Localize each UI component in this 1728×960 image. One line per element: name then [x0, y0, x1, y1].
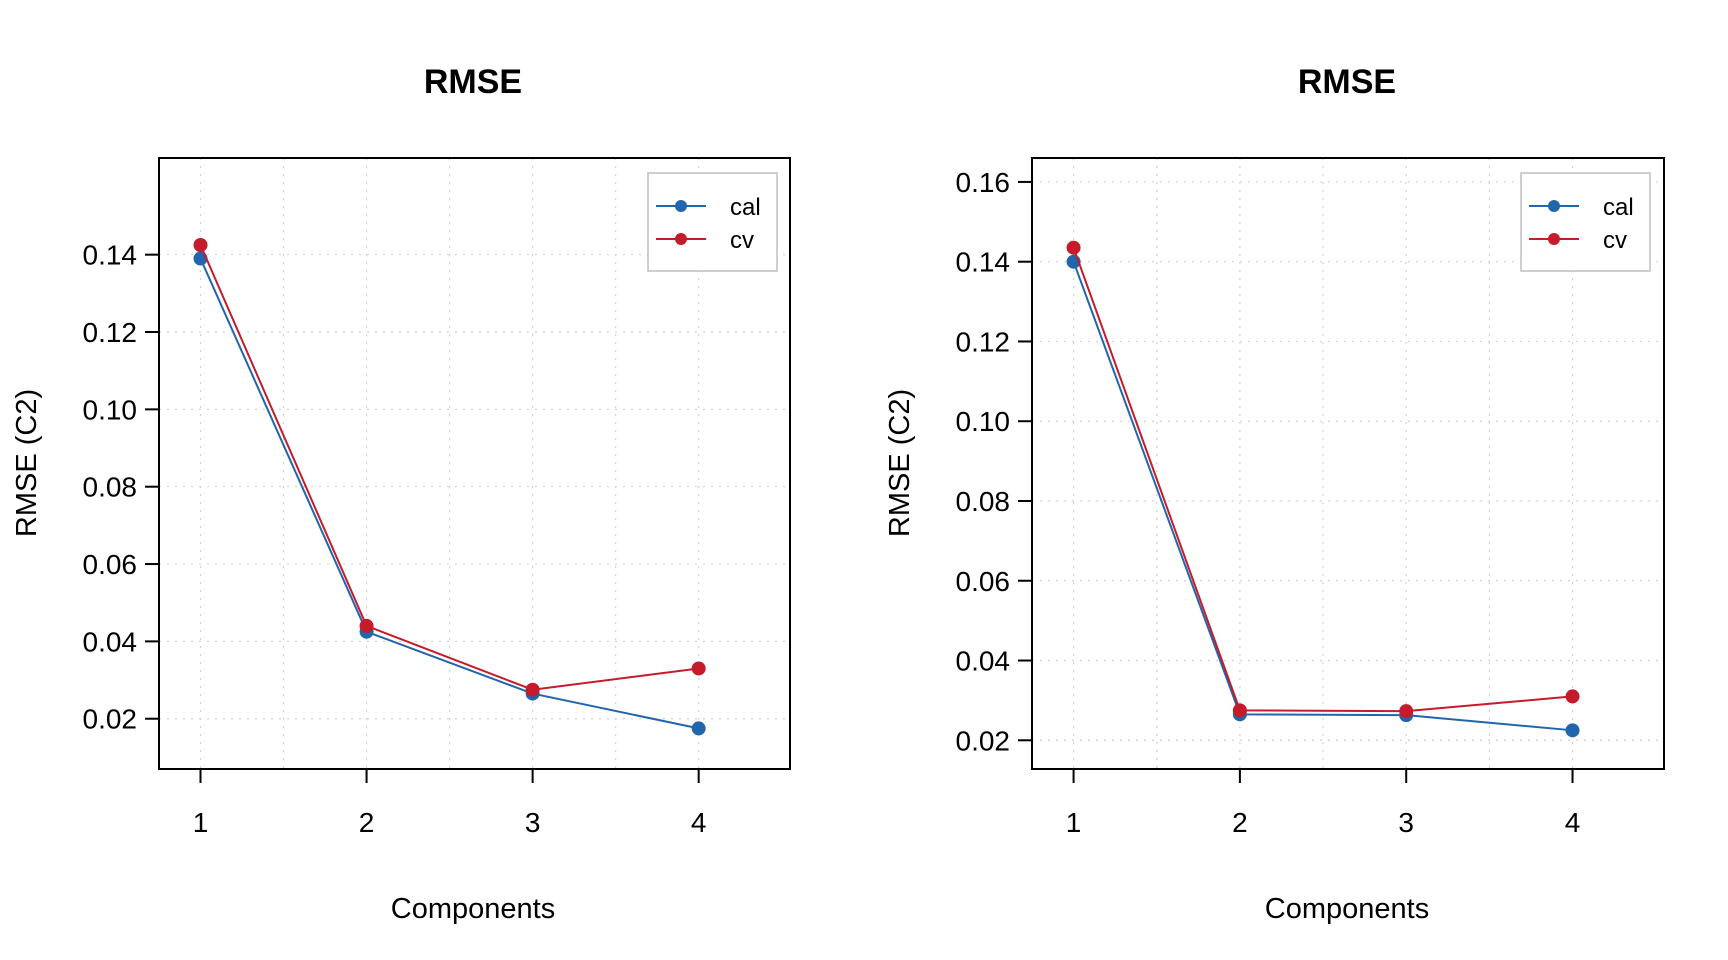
plot-frame	[158, 157, 791, 770]
series-line-cal	[1072, 261, 1573, 732]
x-axis: 1 2 3 4	[193, 769, 707, 838]
grid	[1032, 158, 1664, 769]
y-tick-label: 0.12	[83, 317, 138, 348]
y-tick-label: 0.04	[83, 626, 138, 657]
series-line-cv	[199, 244, 699, 691]
data-point-cv	[1232, 703, 1247, 718]
data-point-cv	[1565, 689, 1580, 704]
data-point-cv	[1066, 240, 1081, 255]
series-layer	[1066, 240, 1580, 738]
y-tick-label: 0.14	[956, 247, 1011, 278]
y-tick-label: 0.08	[83, 472, 138, 503]
y-tick-label: 0.12	[956, 326, 1011, 357]
y-tick-label: 0.16	[956, 167, 1011, 198]
x-tick-label: 1	[193, 807, 209, 838]
x-axis-label: Components	[1265, 893, 1429, 925]
legend-marker-cv	[675, 233, 687, 245]
y-tick-label: 0.02	[83, 704, 138, 735]
legend-box	[1520, 172, 1651, 272]
data-point-cv	[525, 682, 540, 697]
x-tick-label: 4	[1565, 807, 1581, 838]
y-axis: 0.02 0.04 0.06 0.08 0.10 0.12 0.14	[83, 240, 159, 735]
y-axis-label: RMSE (C2)	[11, 389, 43, 537]
x-axis-label: Components	[391, 893, 555, 925]
y-tick-label: 0.08	[956, 486, 1011, 517]
y-tick-label: 0.10	[83, 394, 138, 425]
y-tick-label: 0.14	[83, 240, 138, 271]
series-layer	[193, 238, 706, 736]
y-tick-label: 0.02	[956, 725, 1011, 756]
legend-marker-cal	[1548, 200, 1560, 212]
y-axis: 0.02 0.04 0.06 0.08 0.10 0.12 0.14 0.16	[956, 167, 1032, 756]
y-tick-label: 0.04	[956, 646, 1011, 677]
legend-marker-cal	[675, 200, 687, 212]
legend: cal cv	[1520, 172, 1651, 272]
chart-panel-left: RMSE 0.02 0.04 0.06 0.08 0.10 0.12 0.14 1 2 3 4 C…	[11, 63, 791, 925]
y-tick-label: 0.10	[956, 406, 1011, 437]
chart-title: RMSE	[424, 63, 522, 101]
chart-panel-right: RMSE 0.02 0.04 0.06 0.08 0.10 0.12 0.14 0.16 1 2…	[884, 63, 1665, 925]
legend-box	[647, 172, 778, 272]
x-tick-label: 2	[1232, 807, 1248, 838]
legend-label-cal: cal	[1603, 194, 1634, 221]
legend: cal cv	[647, 172, 778, 272]
x-tick-label: 1	[1066, 807, 1082, 838]
data-point-cv	[1399, 704, 1414, 719]
legend-label-cv: cv	[1603, 227, 1627, 254]
legend-label-cal: cal	[730, 194, 761, 221]
x-tick-label: 3	[1398, 807, 1414, 838]
legend-marker-cv	[1548, 233, 1560, 245]
y-axis-label: RMSE (C2)	[884, 389, 916, 537]
legend-label-cv: cv	[730, 227, 754, 254]
chart-title: RMSE	[1298, 63, 1396, 101]
data-point-cal	[691, 721, 706, 736]
x-tick-label: 3	[525, 807, 541, 838]
data-point-cv	[359, 618, 374, 633]
grid	[159, 158, 790, 769]
data-point-cv	[691, 661, 706, 676]
x-axis: 1 2 3 4	[1066, 769, 1581, 838]
series-line-cv	[1072, 247, 1573, 713]
data-point-cv	[193, 238, 208, 253]
x-tick-label: 2	[359, 807, 375, 838]
series-line-cal	[199, 258, 699, 730]
x-tick-label: 4	[691, 807, 707, 838]
plot-frame	[1031, 157, 1665, 770]
data-point-cal	[1565, 723, 1580, 738]
y-tick-label: 0.06	[956, 566, 1011, 597]
y-tick-label: 0.06	[83, 549, 138, 580]
